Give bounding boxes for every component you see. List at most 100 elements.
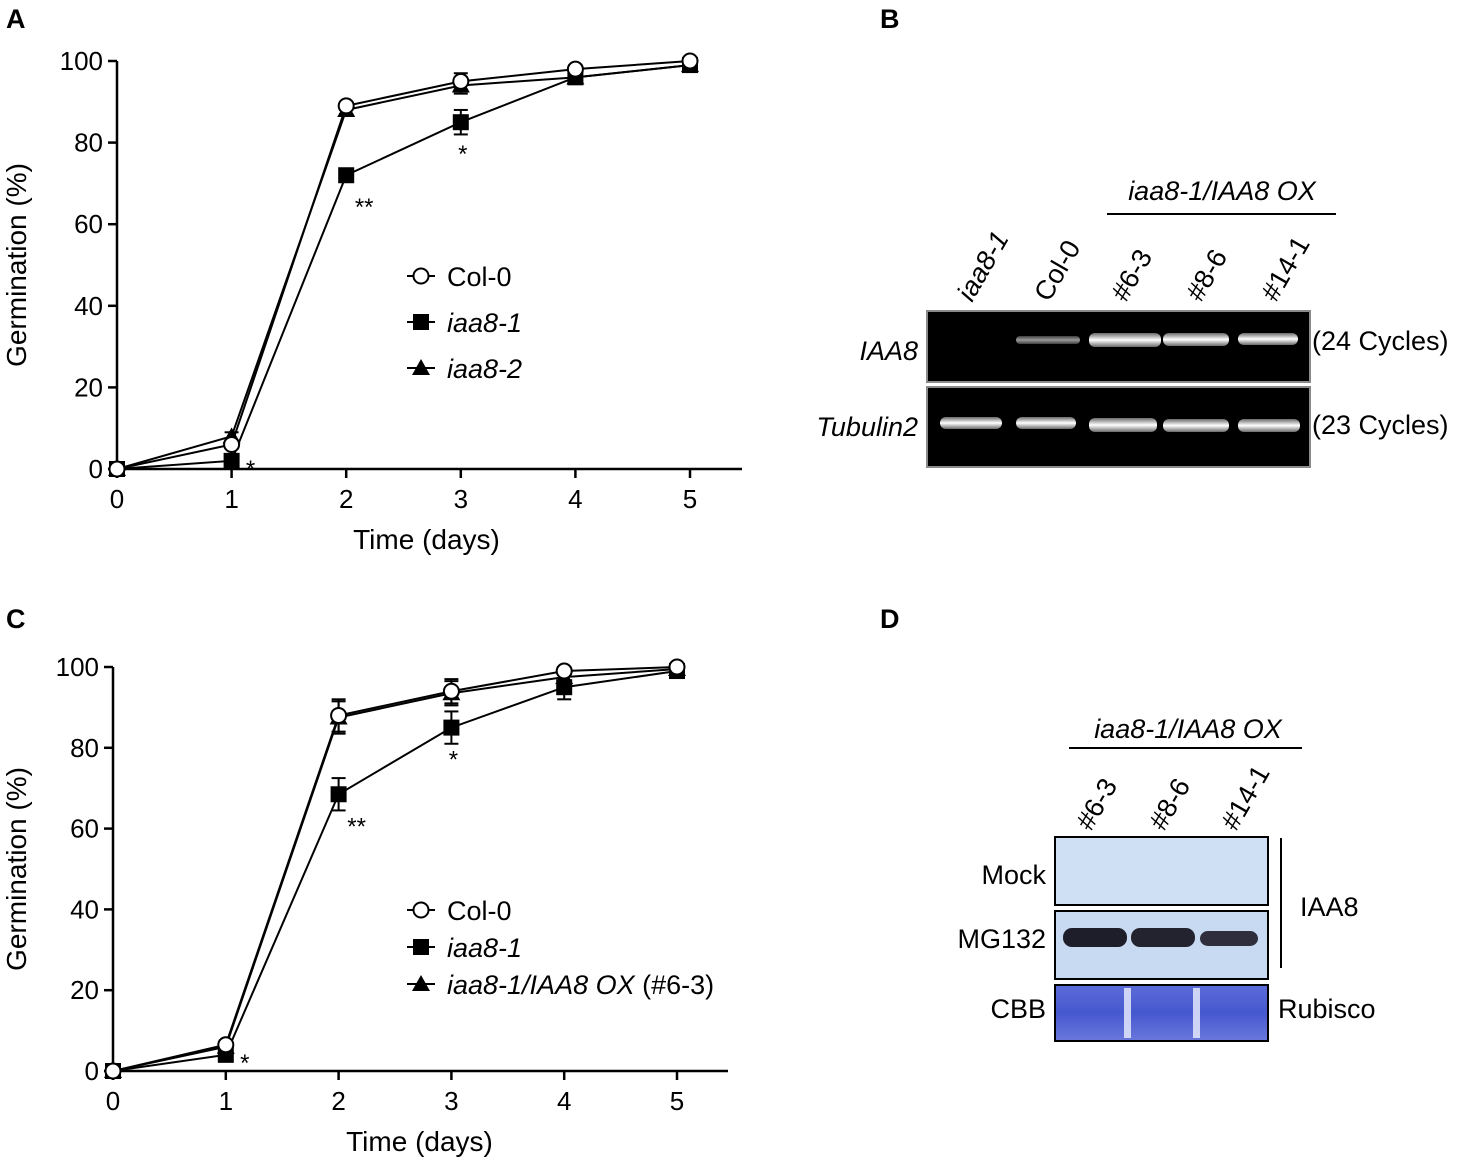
blot-d-cbb-gap-2 bbox=[1193, 988, 1200, 1038]
a-legend-marker-0 bbox=[412, 267, 430, 285]
c-legend-label-2: iaa8-1/IAA8 OX (#6-3) bbox=[447, 970, 714, 1000]
c-x-tick-label-2: 2 bbox=[331, 1086, 345, 1116]
gel-b-lane-label-2: #6-3 bbox=[1105, 244, 1158, 306]
a-y-tick-label-4: 80 bbox=[74, 128, 103, 158]
c-legend-marker-1 bbox=[413, 939, 429, 955]
gel-b-band-tub-14-1 bbox=[1238, 419, 1300, 432]
a-series-line-2 bbox=[116, 64, 691, 470]
c-legend-name-0: Col-0 bbox=[447, 896, 512, 926]
c-point-1-3 bbox=[443, 719, 460, 736]
c-point-0-2 bbox=[330, 706, 348, 724]
a-point-1-1 bbox=[223, 452, 240, 469]
c-y-tick-label-1: 20 bbox=[70, 975, 99, 1005]
a-legend-marker-2 bbox=[412, 359, 430, 375]
germination-chart-c: 0 20 40 60 80 100 0 1 2 3 4 5 Time (days) Germination… bbox=[1, 652, 728, 1157]
a-legend-marker-1 bbox=[413, 314, 429, 330]
gel-b-band-tub-col0 bbox=[1016, 417, 1076, 429]
c-x-tick-label-3: 3 bbox=[444, 1086, 458, 1116]
panel-label-d: D bbox=[880, 604, 900, 634]
gel-b-cycles-23: (23 Cycles) bbox=[1312, 410, 1449, 440]
c-legend-marker-2 bbox=[412, 975, 430, 991]
blot-d-row-cbb bbox=[1054, 984, 1269, 1042]
c-x-tick-label-4: 4 bbox=[557, 1086, 571, 1116]
c-x-tick-label-0: 0 bbox=[106, 1086, 120, 1116]
a-annotation-0: * bbox=[246, 456, 255, 483]
blot-d-bracket-label: IAA8 bbox=[1300, 892, 1359, 922]
a-legend-name-2: iaa8-2 bbox=[447, 354, 522, 384]
blot-d-cbb-label: Rubisco bbox=[1278, 994, 1376, 1024]
panel-label-c: C bbox=[6, 604, 26, 634]
c-legend-label-0: Col-0 bbox=[447, 896, 512, 926]
blot-d-band-mg132-6-3 bbox=[1063, 928, 1127, 947]
c-y-tick-label-4: 80 bbox=[70, 733, 99, 763]
c-x-tick-label-5: 5 bbox=[670, 1086, 684, 1116]
c-series-line-1 bbox=[112, 670, 678, 1072]
c-point-0-0 bbox=[104, 1062, 122, 1080]
a-point-0-0 bbox=[108, 460, 126, 478]
c-y-axis-label: Germination (%) bbox=[1, 767, 32, 971]
c-x-axis-label: Time (days) bbox=[346, 1126, 493, 1157]
a-point-1-2 bbox=[338, 167, 355, 184]
blot-d-lane-label-1: #8-6 bbox=[1143, 773, 1196, 835]
a-y-tick-label-2: 40 bbox=[74, 291, 103, 321]
c-annotation-2: * bbox=[449, 747, 458, 774]
c-point-0-3 bbox=[442, 682, 460, 700]
c-legend-suffix-2: (#6-3) bbox=[635, 970, 715, 1000]
c-point-0-1 bbox=[217, 1036, 235, 1054]
gel-b-group-label: iaa8-1/IAA8 OX bbox=[1128, 176, 1317, 206]
c-point-0-4 bbox=[555, 662, 573, 680]
c-y-tick-label-5: 100 bbox=[56, 652, 99, 682]
a-series-line-1 bbox=[116, 64, 691, 470]
a-x-tick-label-0: 0 bbox=[110, 484, 124, 514]
a-point-0-5 bbox=[681, 52, 699, 70]
gel-b-row-label-iaa8: IAA8 bbox=[859, 336, 918, 366]
a-legend-label-2: iaa8-2 bbox=[447, 354, 522, 384]
a-legend-label-1: iaa8-1 bbox=[447, 308, 522, 338]
c-y-tick-label-0: 0 bbox=[85, 1056, 99, 1086]
c-legend-name-1: iaa8-1 bbox=[447, 933, 522, 963]
a-legend-name-0: Col-0 bbox=[447, 262, 512, 292]
a-x-axis-label: Time (days) bbox=[353, 524, 500, 555]
blot-d-band-mg132-14-1 bbox=[1200, 931, 1258, 946]
panel-label-b: B bbox=[880, 4, 900, 34]
a-annotation-1: ** bbox=[355, 194, 374, 221]
a-series-line-0 bbox=[116, 60, 691, 470]
a-y-tick-label-3: 60 bbox=[74, 209, 103, 239]
c-point-0-5 bbox=[668, 658, 686, 676]
blot-d-band-mg132-8-6 bbox=[1131, 928, 1195, 947]
c-annotation-0: * bbox=[240, 1050, 249, 1077]
blot-d-group-label: iaa8-1/IAA8 OX bbox=[1094, 714, 1283, 744]
rt-pcr-gel-panel: iaa8-1/IAA8 OX iaa8-1 Col-0 #6-3 #8-6 #1… bbox=[816, 176, 1449, 468]
blot-d-lane-label-2: #14-1 bbox=[1215, 760, 1276, 835]
a-legend-name-1: iaa8-1 bbox=[447, 308, 522, 338]
a-x-tick-label-1: 1 bbox=[224, 484, 238, 514]
gel-b-row-label-tubulin2: Tubulin2 bbox=[816, 412, 918, 442]
c-legend-label-1: iaa8-1 bbox=[447, 933, 522, 963]
gel-b-cycles-24: (24 Cycles) bbox=[1312, 326, 1449, 356]
a-x-tick-label-5: 5 bbox=[683, 484, 697, 514]
a-point-0-1 bbox=[223, 436, 241, 454]
c-point-1-2 bbox=[330, 786, 347, 803]
c-x-tick-label-1: 1 bbox=[219, 1086, 233, 1116]
c-series-line-2 bbox=[112, 668, 678, 1072]
a-y-axis-label: Germination (%) bbox=[1, 163, 32, 367]
a-y-tick-label-0: 0 bbox=[89, 454, 103, 484]
c-annotation-1: ** bbox=[347, 813, 366, 840]
gel-b-lane-label-1: Col-0 bbox=[1028, 235, 1086, 306]
gel-b-band-tub-iaa8-1 bbox=[940, 417, 1002, 429]
panel-label-a: A bbox=[6, 4, 26, 34]
a-y-tick-label-1: 20 bbox=[74, 372, 103, 402]
a-y-tick-label-5: 100 bbox=[60, 46, 103, 76]
a-x-tick-label-3: 3 bbox=[454, 484, 468, 514]
gel-b-band-iaa8-8-6 bbox=[1163, 333, 1229, 346]
a-point-1-3 bbox=[452, 114, 469, 131]
c-y-tick-label-2: 40 bbox=[70, 894, 99, 924]
blot-d-row-label-cbb: CBB bbox=[990, 994, 1046, 1024]
gel-b-lane-label-3: #8-6 bbox=[1180, 244, 1233, 306]
blot-d-row-mock bbox=[1054, 836, 1269, 906]
c-series-line-0 bbox=[112, 666, 678, 1072]
gel-b-band-iaa8-6-3 bbox=[1089, 333, 1161, 347]
gel-b-band-iaa8-14-1 bbox=[1238, 333, 1298, 345]
blot-d-lane-label-0: #6-3 bbox=[1070, 773, 1123, 835]
